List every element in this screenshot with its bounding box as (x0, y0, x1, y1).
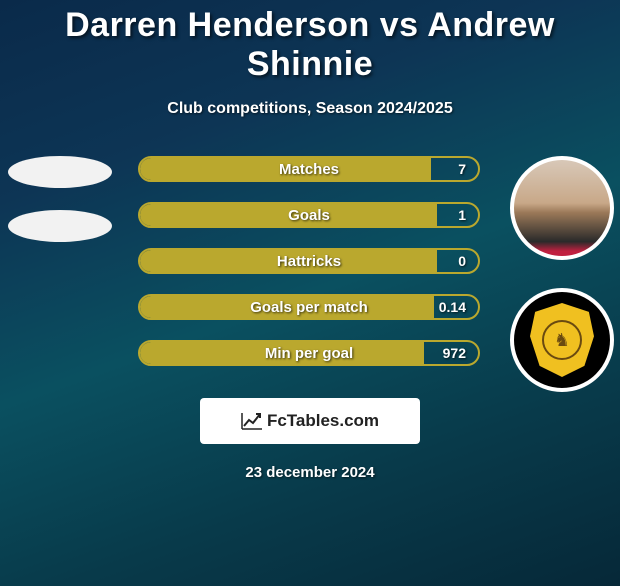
comparison-title: Darren Henderson vs Andrew Shinnie (0, 6, 620, 84)
left-club-oval (8, 210, 112, 242)
stat-label: Hattricks (140, 253, 478, 270)
left-player-placeholder-group (8, 156, 112, 264)
left-player-oval (8, 156, 112, 188)
right-player-avatar (510, 156, 614, 260)
stat-value-right: 7 (458, 161, 466, 177)
stat-value-right: 0.14 (439, 299, 466, 315)
right-avatar-group: ♞ (510, 156, 620, 420)
snapshot-date: 23 december 2024 (0, 464, 620, 481)
comparison-subtitle: Club competitions, Season 2024/2025 (0, 100, 620, 118)
stat-label: Min per goal (140, 345, 478, 362)
crest-lion-icon: ♞ (542, 320, 582, 360)
stat-bars-group: Matches7Goals1Hattricks0Goals per match0… (138, 156, 480, 386)
stat-value-right: 0 (458, 253, 466, 269)
stat-row: Matches7 (138, 156, 480, 182)
brand-logo: FcTables.com (241, 411, 379, 431)
brand-text: FcTables.com (267, 411, 379, 431)
crest-shield-icon: ♞ (530, 303, 594, 377)
stat-row: Min per goal972 (138, 340, 480, 366)
stat-row: Goals per match0.14 (138, 294, 480, 320)
chart-up-icon (241, 412, 263, 430)
stat-row: Hattricks0 (138, 248, 480, 274)
stat-label: Matches (140, 161, 478, 178)
stats-area: Matches7Goals1Hattricks0Goals per match0… (0, 156, 620, 386)
right-club-crest: ♞ (510, 288, 614, 392)
stat-row: Goals1 (138, 202, 480, 228)
stat-value-right: 972 (443, 345, 466, 361)
stat-label: Goals per match (140, 299, 478, 316)
stat-value-right: 1 (458, 207, 466, 223)
stat-label: Goals (140, 207, 478, 224)
brand-logo-box: FcTables.com (200, 398, 420, 444)
